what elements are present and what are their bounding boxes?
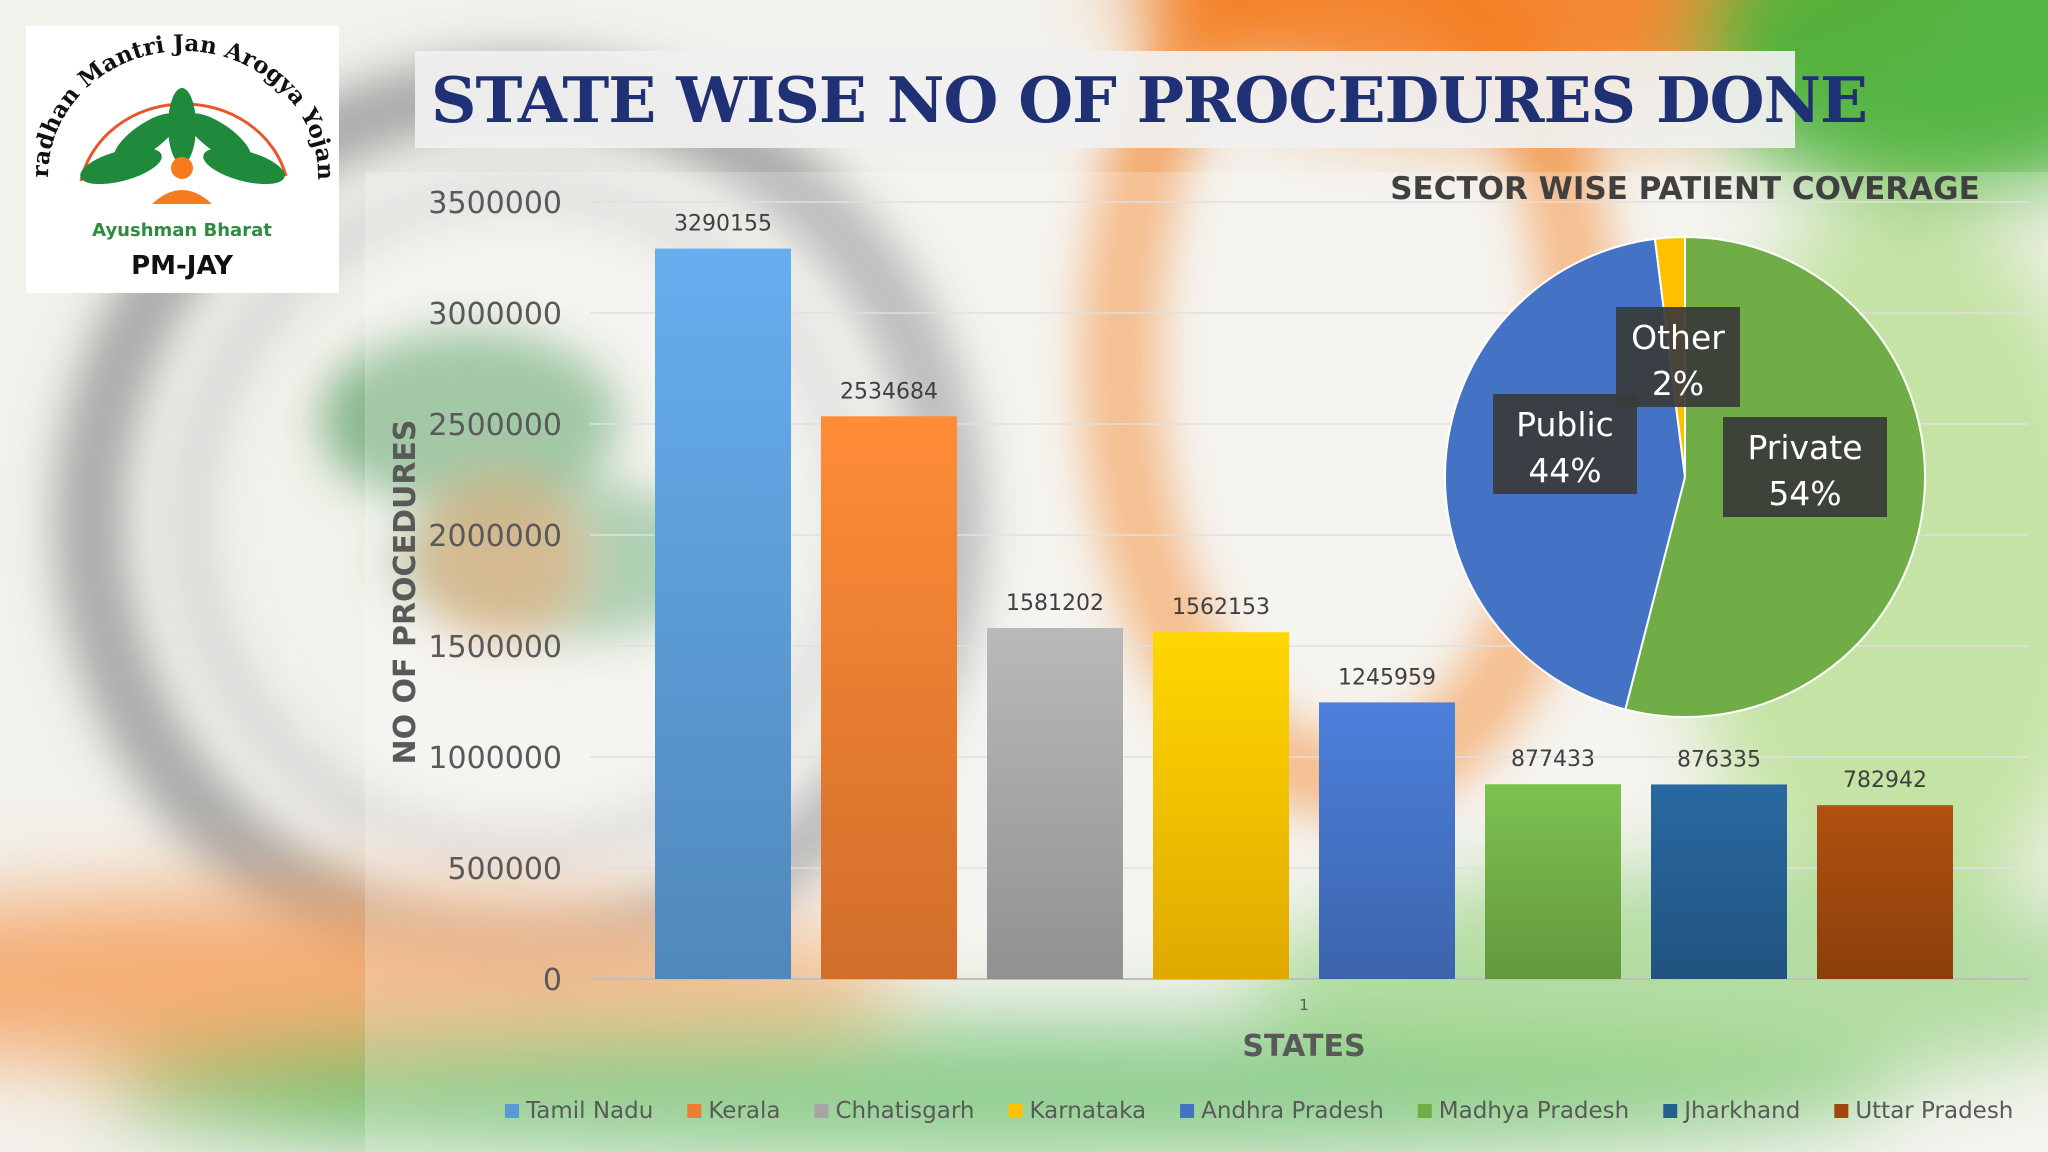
bar-data-label: 1245959 — [1338, 665, 1436, 690]
pmjay-logo: Pradhan Mantri Jan Arogya Yojana Ayushma… — [17, 5, 339, 293]
x-axis-title: STATES — [1242, 1029, 1365, 1064]
legend-label: Chhatisgarh — [835, 1098, 974, 1124]
bar-madhya-pradesh — [1485, 784, 1621, 979]
bar-data-label: 877433 — [1511, 747, 1595, 772]
pie-label-value: 44% — [1528, 451, 1601, 490]
chart-panel: 0 500000 1000000 1500000 2000000 2500000 30000… — [365, 172, 2048, 1152]
legend-label: Karnataka — [1029, 1098, 1146, 1124]
legend-swatch — [687, 1104, 702, 1118]
bar-data-label: 1581202 — [1006, 591, 1104, 616]
legend-label: Andhra Pradesh — [1201, 1098, 1384, 1124]
bar-data-label: 876335 — [1677, 747, 1761, 772]
bar-data-label: 782942 — [1843, 768, 1927, 793]
pie-label-value: 54% — [1768, 474, 1841, 513]
legend-item: Karnataka — [1008, 1098, 1146, 1124]
logo-graphic: Pradhan Mantri Jan Arogya Yojana Ayushma… — [17, 5, 339, 281]
legend-item: Madhya Pradesh — [1417, 1098, 1629, 1124]
page-title: STATE WISE NO OF PROCEDURES DONE — [431, 63, 1868, 137]
legend-item: Uttar Pradesh — [1834, 1098, 2013, 1124]
legend-label: Kerala — [708, 1098, 780, 1124]
y-tick-label: 3500000 — [428, 186, 562, 221]
chart-canvas: 0 500000 1000000 1500000 2000000 2500000 30000… — [388, 172, 2028, 1124]
bar-data-label: 3290155 — [674, 212, 772, 237]
legend-swatch — [1663, 1104, 1678, 1118]
y-tick-label: 2000000 — [428, 519, 562, 554]
bar-kerala — [821, 416, 957, 979]
logo-brand: PM-JAY — [131, 251, 234, 281]
legend-label: Jharkhand — [1682, 1098, 1800, 1124]
legend-swatch — [1180, 1104, 1195, 1118]
y-tick-label: 1500000 — [428, 630, 562, 665]
y-axis-ticks: 0 500000 1000000 1500000 2000000 2500000 30000… — [428, 186, 562, 998]
pie-chart: Private 54% Public 44% Other 2% — [1444, 235, 1926, 718]
pie-label-name: Other — [1631, 318, 1725, 357]
legend-label: Madhya Pradesh — [1439, 1098, 1629, 1124]
y-axis-title: NO OF PROCEDURES — [388, 419, 423, 764]
pie-label-private: Private 54% — [1723, 417, 1887, 517]
logo-tagline: Ayushman Bharat — [92, 220, 272, 241]
pie-chart-title: SECTOR WISE PATIENT COVERAGE — [1390, 172, 1980, 207]
bar-chhatisgarh — [987, 627, 1123, 979]
legend-label: Tamil Nadu — [525, 1098, 653, 1124]
bar-andhra-pradesh — [1319, 702, 1455, 979]
pie-label-name: Public — [1516, 405, 1614, 444]
y-tick-label: 500000 — [447, 852, 562, 887]
pie-label-public: Public 44% — [1493, 394, 1637, 494]
legend: Tamil Nadu Kerala Chhatisgarh Karnataka Andh… — [505, 1098, 2013, 1124]
pie-label-other: Other 2% — [1616, 307, 1740, 407]
legend-swatch — [814, 1104, 829, 1118]
data-labels: 3290155 2534684 1581202 1562153 1245959 87743… — [674, 212, 1927, 794]
legend-item: Tamil Nadu — [505, 1098, 653, 1124]
x-category-label: 1 — [1299, 996, 1309, 1014]
y-tick-label: 0 — [543, 963, 562, 998]
legend-item: Kerala — [687, 1098, 780, 1124]
legend-item: Jharkhand — [1663, 1098, 1800, 1124]
title-banner: STATE WISE NO OF PROCEDURES DONE — [415, 51, 1868, 148]
legend-item: Andhra Pradesh — [1180, 1098, 1384, 1124]
bar-uttar-pradesh — [1817, 805, 1953, 979]
y-tick-label: 3000000 — [428, 297, 562, 332]
legend-item: Chhatisgarh — [814, 1098, 974, 1124]
y-tick-label: 2500000 — [428, 408, 562, 443]
bar-data-label: 2534684 — [840, 379, 938, 404]
bar-data-label: 1562153 — [1172, 595, 1270, 620]
legend-label: Uttar Pradesh — [1855, 1098, 2013, 1124]
legend-swatch — [505, 1104, 519, 1118]
y-tick-label: 1000000 — [428, 741, 562, 776]
legend-swatch — [1008, 1104, 1023, 1118]
bar-jharkhand — [1651, 784, 1787, 979]
bar-tamil-nadu — [655, 248, 791, 980]
pie-label-value: 2% — [1652, 364, 1704, 403]
bar-karnataka — [1153, 632, 1289, 979]
legend-swatch — [1834, 1104, 1849, 1118]
pie-label-name: Private — [1747, 428, 1862, 467]
legend-swatch — [1417, 1104, 1432, 1118]
bars — [655, 248, 1953, 980]
